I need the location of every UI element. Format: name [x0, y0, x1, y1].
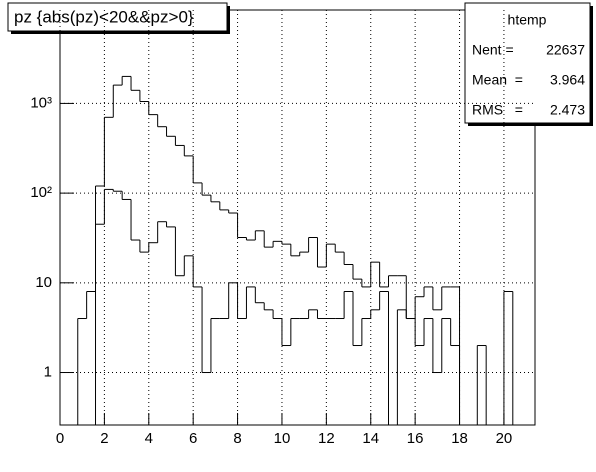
plot-frame [59, 9, 536, 426]
x-tick-label: 12 [318, 430, 335, 447]
x-tick-label: 2 [100, 430, 108, 447]
stats-box [464, 2, 591, 124]
title-box [7, 2, 228, 32]
x-tick-label: 0 [56, 430, 64, 447]
stats-label: Mean = [472, 72, 527, 88]
x-tick-label: 6 [189, 430, 197, 447]
x-tick-label: 16 [407, 430, 424, 447]
y-tick-label: 10³ [30, 94, 52, 111]
stats-value: 3.964 [550, 72, 585, 88]
stats-label: Nent = [472, 42, 518, 58]
x-tick-label: 20 [496, 430, 513, 447]
y-tick-label: 10² [30, 184, 52, 201]
x-tick-label: 10 [274, 430, 291, 447]
stats-value: 2.473 [550, 102, 585, 118]
x-tick-label: 4 [145, 430, 153, 447]
chart-title: pz {abs(pz)<20&&pz>0} [14, 7, 194, 26]
x-tick-label: 18 [451, 430, 468, 447]
x-tick-label: 14 [362, 430, 379, 447]
stats-label: RMS = [472, 102, 527, 118]
stats-value: 22637 [546, 42, 585, 58]
y-tick-label: 1 [44, 363, 52, 380]
stats-title: htemp [508, 12, 547, 28]
x-tick-label: 8 [233, 430, 241, 447]
y-tick-label: 10 [35, 274, 52, 291]
